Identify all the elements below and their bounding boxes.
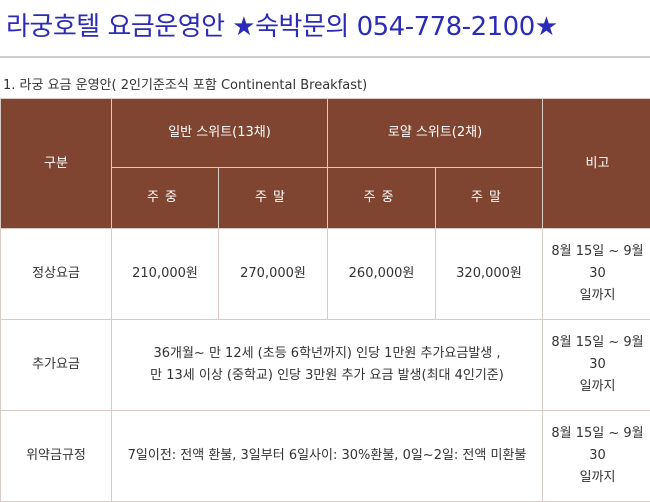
text-line: 7일이전: 전액 환불, 3일부터 6일사이: 30%환불, 0일~2일: 전액… <box>116 445 538 467</box>
royal-weekend-price: 320,000원 <box>436 229 543 320</box>
note-line: 8월 15일 ~ 9월 30 <box>547 332 648 376</box>
table-row-regular-rate: 정상요금 210,000원 270,000원 260,000원 320,000원… <box>1 229 650 320</box>
header-note: 비고 <box>543 99 650 229</box>
row-label: 정상요금 <box>1 229 112 320</box>
table-row-extra-charge: 추가요금 36개월~ 만 12세 (초등 6학년까지) 인당 1만원 추가요금발… <box>1 320 650 411</box>
header-category: 구분 <box>1 99 112 229</box>
text-line: 만 13세 이상 (중학교) 인당 3만원 추가 요금 발생(최대 4인기준) <box>116 365 538 387</box>
note-line: 8월 15일 ~ 9월 30 <box>547 423 648 467</box>
header-general-weekend: 주말 <box>219 168 328 229</box>
header-royal-weekday: 주중 <box>328 168 436 229</box>
general-weekend-price: 270,000원 <box>219 229 328 320</box>
row-label: 추가요금 <box>1 320 112 411</box>
note-line: 일까지 <box>547 467 648 489</box>
rate-table: 구분 일반 스위트(13채) 로얄 스위트(2채) 비고 주중 주말 주중 주말… <box>0 98 650 502</box>
header-royal-weekend: 주말 <box>436 168 543 229</box>
cancellation-policy-text: 7일이전: 전액 환불, 3일부터 6일사이: 30%환불, 0일~2일: 전액… <box>112 411 543 502</box>
note-line: 8월 15일 ~ 9월 30 <box>547 241 648 285</box>
royal-weekday-price: 260,000원 <box>328 229 436 320</box>
extra-charge-text: 36개월~ 만 12세 (초등 6학년까지) 인당 1만원 추가요금발생 , 만… <box>112 320 543 411</box>
section-subtitle: 1. 라궁 요금 운영안( 2인기준조식 포함 Continental Brea… <box>3 74 367 93</box>
page-title: 라궁호텔 요금운영안 ★숙박문의 054-778-2100★ <box>6 6 558 43</box>
row-label: 위약금규정 <box>1 411 112 502</box>
header-general-weekday: 주중 <box>112 168 219 229</box>
general-weekday-price: 210,000원 <box>112 229 219 320</box>
row-note: 8월 15일 ~ 9월 30 일까지 <box>543 320 650 411</box>
row-note: 8월 15일 ~ 9월 30 일까지 <box>543 411 650 502</box>
header-royal-suite: 로얄 스위트(2채) <box>328 99 543 168</box>
table-row-cancellation-policy: 위약금규정 7일이전: 전액 환불, 3일부터 6일사이: 30%환불, 0일~… <box>1 411 650 502</box>
rate-table-header: 구분 일반 스위트(13채) 로얄 스위트(2채) 비고 주중 주말 주중 주말 <box>1 99 650 229</box>
row-note: 8월 15일 ~ 9월 30 일까지 <box>543 229 650 320</box>
text-line: 36개월~ 만 12세 (초등 6학년까지) 인당 1만원 추가요금발생 , <box>116 343 538 365</box>
note-line: 일까지 <box>547 285 648 307</box>
title-divider <box>0 56 650 58</box>
header-general-suite: 일반 스위트(13채) <box>112 99 328 168</box>
note-line: 일까지 <box>547 376 648 398</box>
